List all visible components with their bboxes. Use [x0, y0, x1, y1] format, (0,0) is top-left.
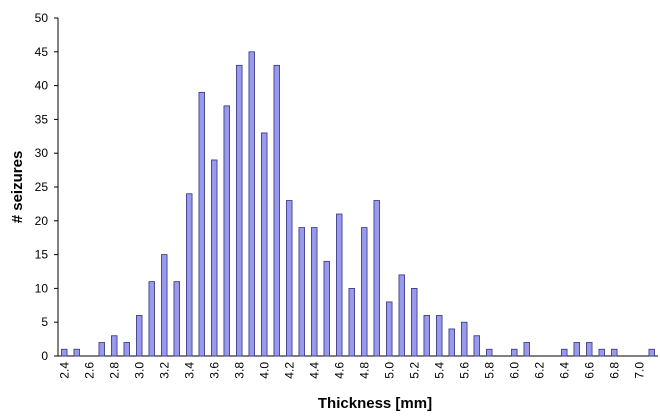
bar: [211, 159, 218, 357]
x-tick-label: 3.8: [232, 362, 246, 379]
bar: [198, 91, 205, 357]
bar: [173, 281, 180, 357]
x-tick-label: 3.4: [182, 362, 196, 379]
bar: [223, 105, 230, 357]
bar: [273, 64, 280, 357]
y-tick-label: 35: [35, 112, 49, 126]
y-tick-label: 40: [35, 79, 49, 93]
x-axis-label: Thickness [mm]: [318, 395, 432, 412]
bar: [248, 51, 255, 357]
bar: [473, 335, 480, 357]
x-tick-label: 4.4: [307, 362, 321, 379]
bar: [286, 200, 293, 357]
bar: [123, 342, 130, 357]
bar: [373, 200, 380, 357]
x-tick-label: 2.8: [107, 362, 121, 379]
bar: [336, 213, 343, 357]
bar: [386, 301, 393, 357]
x-tick-label: 2.4: [57, 362, 71, 379]
bar: [98, 342, 105, 357]
bar: [61, 348, 68, 357]
bar: [161, 254, 168, 357]
x-tick-label: 7.0: [632, 362, 646, 379]
bar: [186, 193, 193, 357]
y-tick-label: 0: [41, 349, 48, 363]
x-tick-label: 5.8: [482, 362, 496, 379]
y-tick-label: 20: [35, 214, 49, 228]
x-tick-label: 3.0: [132, 362, 146, 379]
y-tick-label: 50: [35, 11, 49, 25]
y-tick-label: 45: [35, 45, 49, 59]
x-tick-label: 5.0: [382, 362, 396, 379]
bar: [598, 348, 605, 357]
x-tick-label: 5.6: [457, 362, 471, 379]
x-tick-label: 5.4: [432, 362, 446, 379]
x-tick-label: 4.0: [257, 362, 271, 379]
bar: [511, 348, 518, 357]
bar: [298, 227, 305, 357]
bar: [436, 315, 443, 357]
bar: [236, 64, 243, 357]
bar: [323, 260, 330, 357]
bar: [523, 342, 530, 357]
y-axis-label: # seizures: [9, 151, 26, 224]
x-tick-label: 6.6: [582, 362, 596, 379]
bar: [111, 335, 118, 357]
x-tick-label: 6.8: [607, 362, 621, 379]
x-tick-label: 4.2: [282, 362, 296, 379]
bar: [486, 348, 493, 357]
y-tick-label: 5: [41, 315, 48, 329]
x-tick-label: 2.6: [82, 362, 96, 379]
bar: [561, 348, 568, 357]
x-tick-label: 6.4: [557, 362, 571, 379]
bar: [73, 348, 80, 357]
bar: [411, 287, 418, 357]
bar: [648, 348, 655, 357]
x-tick-label: 5.2: [407, 362, 421, 379]
bar: [311, 227, 318, 357]
bar: [136, 315, 143, 357]
x-tick-label: 6.2: [532, 362, 546, 379]
x-tick-label: 4.6: [332, 362, 346, 379]
y-tick-label: 30: [35, 146, 49, 160]
y-tick-label: 25: [35, 180, 49, 194]
bar: [261, 132, 268, 357]
bar: [348, 287, 355, 357]
bar: [573, 342, 580, 357]
x-tick-label: 3.6: [207, 362, 221, 379]
x-tick-label: 6.0: [507, 362, 521, 379]
x-tick-label: 4.8: [357, 362, 371, 379]
bar: [398, 274, 405, 357]
y-tick-label: 10: [35, 281, 49, 295]
x-tick-label: 3.2: [157, 362, 171, 379]
bar: [361, 227, 368, 357]
bar: [611, 348, 618, 357]
bar: [586, 342, 593, 357]
bar: [461, 321, 468, 357]
bar: [448, 328, 455, 357]
y-tick-label: 15: [35, 248, 49, 262]
bar: [148, 281, 155, 357]
bar: [423, 315, 430, 357]
